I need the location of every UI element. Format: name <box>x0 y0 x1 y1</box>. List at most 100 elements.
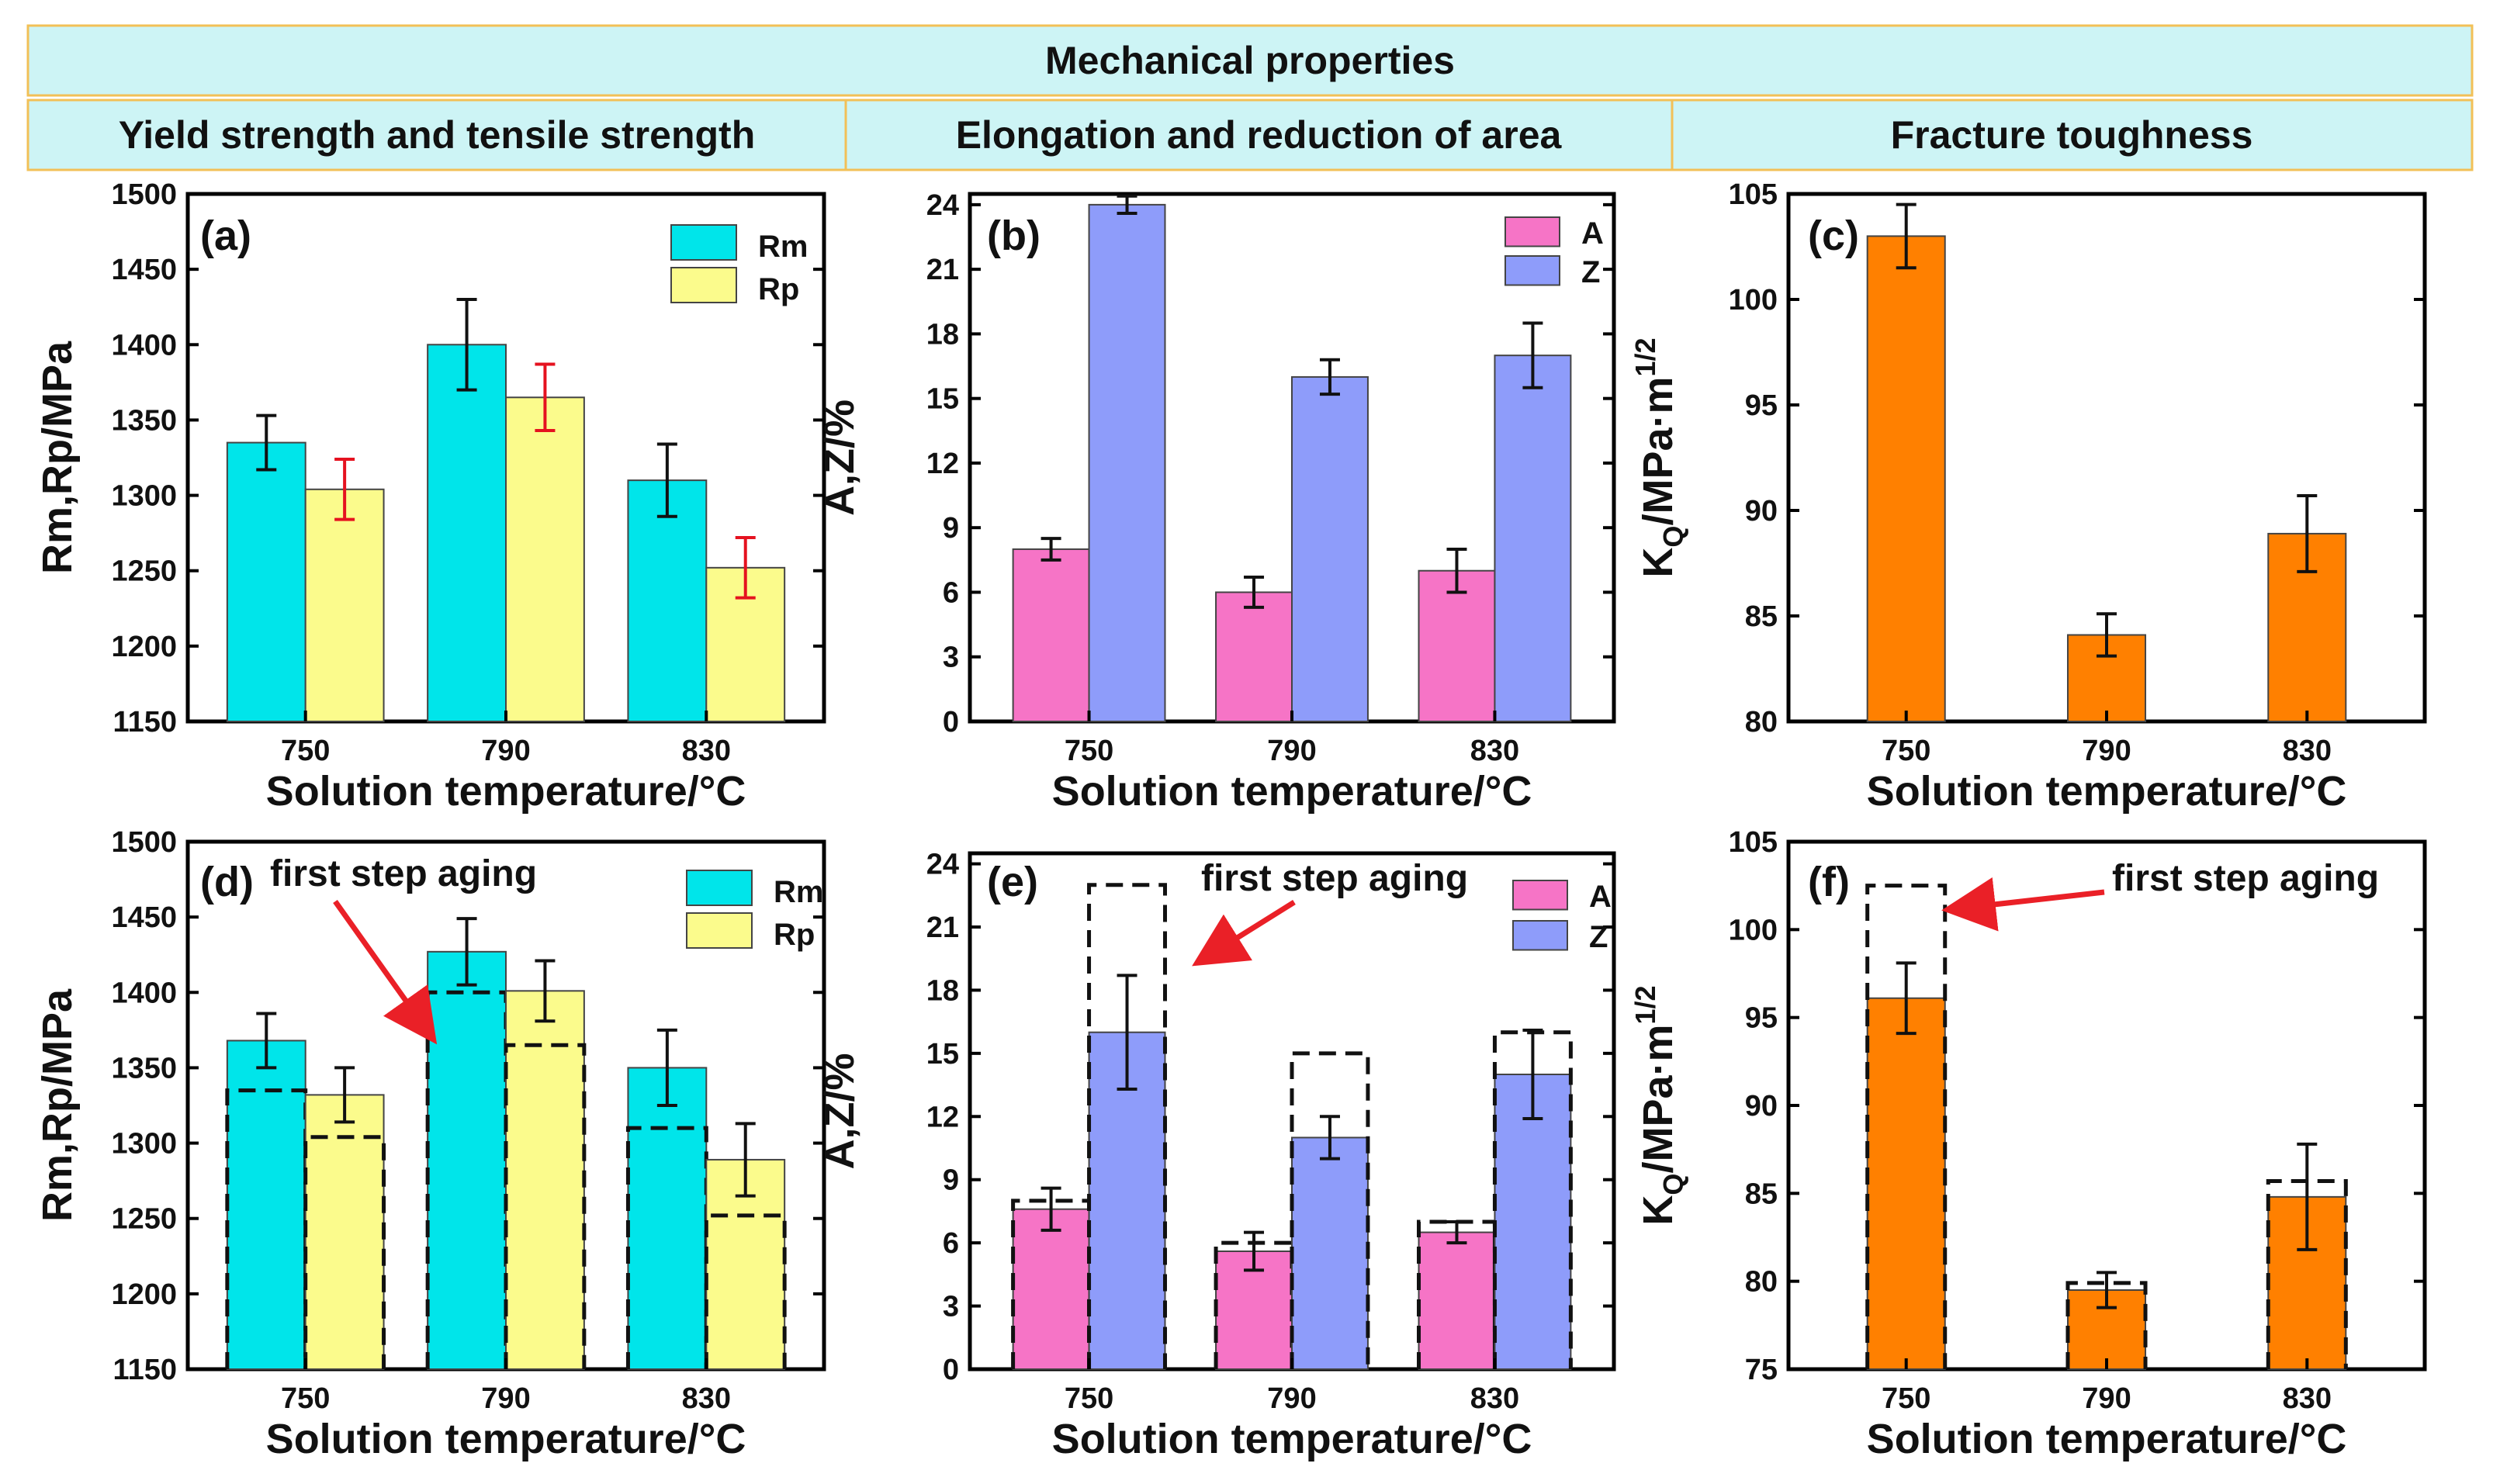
x-tick-label-830: 830 <box>1470 735 1519 767</box>
y-tick-label: 105 <box>1729 178 1778 211</box>
legend-swatch-Rp <box>686 912 753 949</box>
y-tick-label: 21 <box>926 912 959 944</box>
y-tick-label: 100 <box>1729 914 1778 946</box>
y-tick-label: 1500 <box>111 826 177 859</box>
y-tick-label: 21 <box>926 254 959 286</box>
x-axis-title: Solution temperature/°C <box>1867 768 2347 815</box>
x-tick-label-830: 830 <box>2283 735 2332 767</box>
y-tick-label: 6 <box>943 1227 959 1260</box>
legend-swatch-Rm <box>670 224 737 261</box>
y-tick-label: 80 <box>1745 706 1778 739</box>
y-tick-label: 1150 <box>113 1354 177 1386</box>
panel-label-c: (c) <box>1808 213 1859 259</box>
y-tick-label: 1400 <box>111 329 177 361</box>
y-tick-label: 1150 <box>113 706 177 739</box>
bar-Rm-790 <box>427 950 507 1371</box>
x-axis-title: Solution temperature/°C <box>1052 1416 1532 1462</box>
first-step-outline-Rp-750 <box>303 1135 386 1369</box>
y-tick-label: 1250 <box>111 1203 177 1236</box>
legend-swatch-Rp <box>670 267 737 303</box>
first-step-outline-Z-830 <box>1492 1030 1573 1369</box>
bar-Z-830 <box>1494 355 1572 722</box>
x-tick-label-790: 790 <box>481 1382 530 1415</box>
y-tick-label: 6 <box>943 576 959 609</box>
section-box-toughness <box>1671 99 2474 171</box>
chart-panel-a: 1150 1200 1250 1300 1350 1400 1450 1500 750 790 83… <box>34 178 826 815</box>
legend-label-Rp: Rp <box>774 918 815 952</box>
first-step-outline-KQ-790 <box>2065 1281 2148 1369</box>
bar-Rm-830 <box>627 1067 708 1371</box>
x-tick-label-830: 830 <box>1470 1382 1519 1415</box>
legend-label-Rp: Rp <box>758 272 799 306</box>
x-axis-title: Solution temperature/°C <box>266 1416 746 1462</box>
legend-swatch-Rm <box>686 870 753 906</box>
y-tick-label: 0 <box>943 706 959 739</box>
header-band: Mechanical properties Yield strength and… <box>26 24 2474 171</box>
legend-label-A: A <box>1581 216 1604 251</box>
legend-swatch-Z <box>1505 255 1560 286</box>
section-label-strength: Yield strength and tensile strength <box>119 113 755 157</box>
bar-Rp-750 <box>304 1094 385 1371</box>
bar-A-750 <box>1012 548 1090 722</box>
first-step-outline-Z-790 <box>1290 1051 1370 1369</box>
y-tick-label: 100 <box>1729 284 1778 317</box>
annotation-first-step-aging: first step aging <box>1201 858 1468 899</box>
y-tick-label: 95 <box>1745 1002 1778 1035</box>
y-tick-label: 1500 <box>111 178 177 211</box>
bar-Rp-790 <box>505 990 585 1371</box>
bar-Z-790 <box>1291 375 1369 722</box>
bar-Rp-750 <box>304 488 385 722</box>
annotation-first-step-aging: first step aging <box>2112 858 2379 899</box>
x-tick-label-750: 750 <box>1882 735 1930 767</box>
bar-KQ-750 <box>1866 235 1946 722</box>
x-axis-title: Solution temperature/°C <box>266 768 746 815</box>
y-tick-label: 9 <box>943 1164 959 1197</box>
y-tick-label: 1350 <box>111 1052 177 1084</box>
x-tick-label-750: 750 <box>1882 1382 1930 1415</box>
x-axis-title: Solution temperature/°C <box>1867 1416 2347 1462</box>
y-tick-label: 105 <box>1729 826 1778 859</box>
chart-panel-d: 1150 1200 1250 1300 1350 1400 1450 1500 750 790 83… <box>34 826 826 1462</box>
first-step-outline-Rm-830 <box>625 1126 708 1369</box>
bar-A-830 <box>1418 569 1496 723</box>
section-label-toughness: Fracture toughness <box>1891 113 2253 157</box>
x-tick-label-750: 750 <box>281 1382 330 1415</box>
y-tick-label: 1350 <box>111 404 177 437</box>
legend-label-Rm: Rm <box>758 230 808 264</box>
bar-Rp-790 <box>505 396 585 722</box>
first-step-outline-Z-750 <box>1087 883 1167 1369</box>
x-tick-label-790: 790 <box>2082 1382 2131 1415</box>
annotation-arrow <box>333 899 438 1045</box>
x-tick-label-790: 790 <box>2082 735 2131 767</box>
y-tick-label: 1200 <box>111 631 177 663</box>
section-box-strength <box>26 99 847 171</box>
y-tick-label: 18 <box>926 318 959 351</box>
x-tick-label-750: 750 <box>1065 735 1113 767</box>
y-tick-label: 9 <box>943 512 959 545</box>
y-tick-label: 3 <box>943 1291 959 1323</box>
y-tick-label: 24 <box>926 189 959 222</box>
x-tick-label-830: 830 <box>682 735 731 767</box>
x-tick-label-790: 790 <box>481 735 530 767</box>
y-tick-label: 15 <box>926 383 959 416</box>
y-tick-label: 12 <box>926 1101 959 1133</box>
y-tick-label: 85 <box>1745 600 1778 633</box>
bar-A-830 <box>1418 1231 1496 1370</box>
y-tick-label: 18 <box>926 974 959 1007</box>
y-tick-label: 15 <box>926 1038 959 1071</box>
y-axis-title: Rm,Rp/MPa <box>34 988 81 1222</box>
y-axis-title: Rm,Rp/MPa <box>34 341 81 574</box>
legend-swatch-A <box>1505 216 1560 247</box>
y-tick-label: 95 <box>1745 389 1778 422</box>
y-tick-label: 85 <box>1745 1178 1778 1210</box>
y-tick-label: 24 <box>926 849 959 881</box>
panel-label-f: (f) <box>1808 859 1850 905</box>
y-tick-label: 90 <box>1745 495 1778 528</box>
x-tick-label-830: 830 <box>2283 1382 2332 1415</box>
y-tick-label: 1300 <box>111 480 177 513</box>
y-tick-label: 1300 <box>111 1128 177 1161</box>
